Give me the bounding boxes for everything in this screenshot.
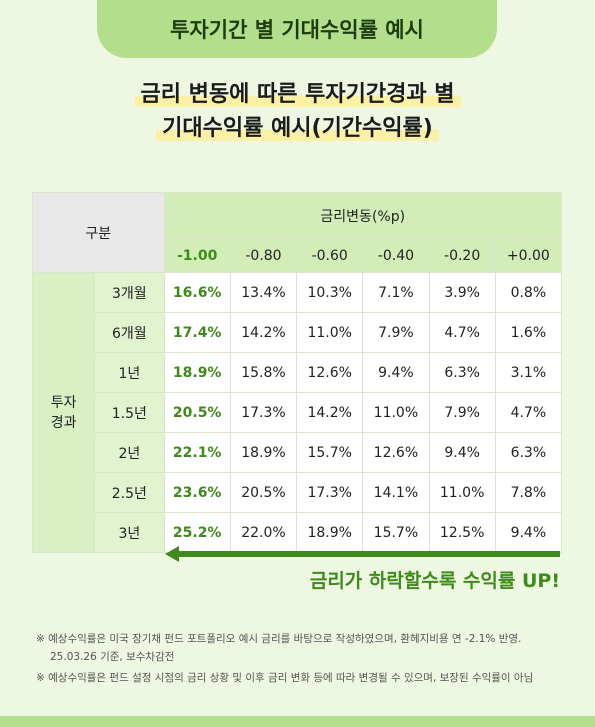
cell: 18.9% [296, 512, 364, 553]
data-row: 2년 22.1% 18.9% 15.7% 12.6% 9.4% 6.3% [33, 432, 563, 473]
subtitle-line: 금리 변동에 따른 투자기간경과 별 [134, 82, 461, 107]
returns-table: 구분 금리변동(%p) -1.00 -0.80 -0.60 -0.40 -0.20 +0.00… [31, 192, 563, 553]
cell: 3.1% [494, 352, 563, 393]
cell: 7.9% [428, 392, 496, 433]
cell: 20.5% [229, 472, 298, 513]
cell: 4.7% [494, 392, 563, 433]
column-header: +0.00 [494, 238, 563, 273]
cell: 18.9% [229, 432, 298, 473]
cell: 10.3% [296, 272, 364, 313]
row-group-line: 투자 [50, 394, 77, 411]
cell: 15.7% [362, 512, 430, 553]
column-header: -0.20 [428, 238, 496, 273]
cell: 7.8% [494, 472, 563, 513]
footnotes: ※ 예상수익률은 미국 장기채 펀드 포트폴리오 예시 금리를 바탕으로 작성하… [36, 630, 561, 690]
arrow-shape [165, 546, 560, 562]
cell: 6.3% [494, 432, 563, 473]
cell: 4.7% [428, 312, 496, 353]
data-row: 6개월 17.4% 14.2% 11.0% 7.9% 4.7% 1.6% [33, 312, 563, 353]
cell: 12.6% [362, 432, 430, 473]
group-header: 금리변동(%p) [163, 192, 562, 239]
cell: 16.6% [163, 272, 231, 313]
callout: 금리가 하락할수록 수익률 UP! [309, 570, 560, 592]
cell: 17.3% [229, 392, 298, 433]
header-row: 구분 금리변동(%p) [32, 192, 562, 273]
header-row: -1.00 -0.80 -0.60 -0.40 -0.20 +0.00 [33, 238, 563, 273]
row-label: 1.5년 [94, 392, 165, 433]
cell: 13.4% [229, 272, 298, 313]
cell: 17.4% [163, 312, 231, 353]
cell: 20.5% [163, 392, 231, 433]
footnote: ※ 예상수익률은 미국 장기채 펀드 포트폴리오 예시 금리를 바탕으로 작성하… [36, 633, 522, 663]
cell: 0.8% [494, 272, 563, 313]
cell: 14.2% [229, 312, 298, 353]
cell: 12.6% [296, 352, 364, 393]
cell: 14.1% [362, 472, 430, 513]
title-tab: 투자기간 별 기대수익률 예시 [97, 0, 497, 58]
row-group-line: 경과 [50, 414, 77, 431]
footnote: ※ 예상수익률은 펀드 설정 시점의 금리 상황 및 이후 금리 변화 등에 따… [36, 672, 534, 684]
cell: 3.9% [428, 272, 496, 313]
cell: 9.4% [428, 432, 496, 473]
bottom-strip [0, 716, 595, 727]
data-row: 2.5년 23.6% 20.5% 17.3% 14.1% 11.0% 7.8% [33, 472, 563, 513]
cell: 11.0% [296, 312, 364, 353]
cell: 23.6% [163, 472, 231, 513]
data-row: 투자 경과 3개월 16.6% 13.4% 10.3% 7.1% 3.9% 0.8% [31, 272, 563, 553]
data-row: 1년 18.9% 15.8% 12.6% 9.4% 6.3% 3.1% [33, 352, 563, 393]
cell: 7.1% [362, 272, 430, 313]
cell: 18.9% [163, 352, 231, 393]
cell: 11.0% [362, 392, 430, 433]
cell: 22.1% [163, 432, 231, 473]
cell: 17.3% [296, 472, 364, 513]
cell: 15.8% [229, 352, 298, 393]
cell: 1.6% [494, 312, 563, 353]
cell: 12.5% [428, 512, 496, 553]
data-row: 3년 25.2% 22.0% 18.9% 15.7% 12.5% 9.4% [33, 512, 563, 553]
row-label: 1년 [94, 352, 165, 393]
column-header: -0.80 [229, 238, 298, 273]
cell: 22.0% [229, 512, 298, 553]
row-label: 2년 [94, 432, 165, 473]
cell: 9.4% [494, 512, 563, 553]
subtitle: 금리 변동에 따른 투자기간경과 별 기대수익률 예시(기간수익률) [0, 78, 595, 146]
cell: 6.3% [428, 352, 496, 393]
row-label: 3개월 [94, 272, 165, 313]
subtitle-line: 기대수익률 예시(기간수익률) [156, 116, 439, 141]
title: 투자기간 별 기대수익률 예시 [170, 18, 424, 42]
row-label: 2.5년 [94, 472, 165, 513]
cell: 14.2% [296, 392, 364, 433]
row-label: 3년 [94, 512, 165, 553]
column-header: -0.60 [296, 238, 364, 273]
cell: 11.0% [428, 472, 496, 513]
column-header: -0.40 [362, 238, 430, 273]
row-label: 6개월 [94, 312, 165, 353]
arrow [165, 546, 560, 562]
cell: 15.7% [296, 432, 364, 473]
corner-cell: 구분 [32, 192, 165, 273]
cell: 9.4% [362, 352, 430, 393]
cell: 25.2% [163, 512, 231, 553]
cell: 7.9% [362, 312, 430, 353]
column-header: -1.00 [163, 238, 231, 273]
data-row: 1.5년 20.5% 17.3% 14.2% 11.0% 7.9% 4.7% [33, 392, 563, 433]
